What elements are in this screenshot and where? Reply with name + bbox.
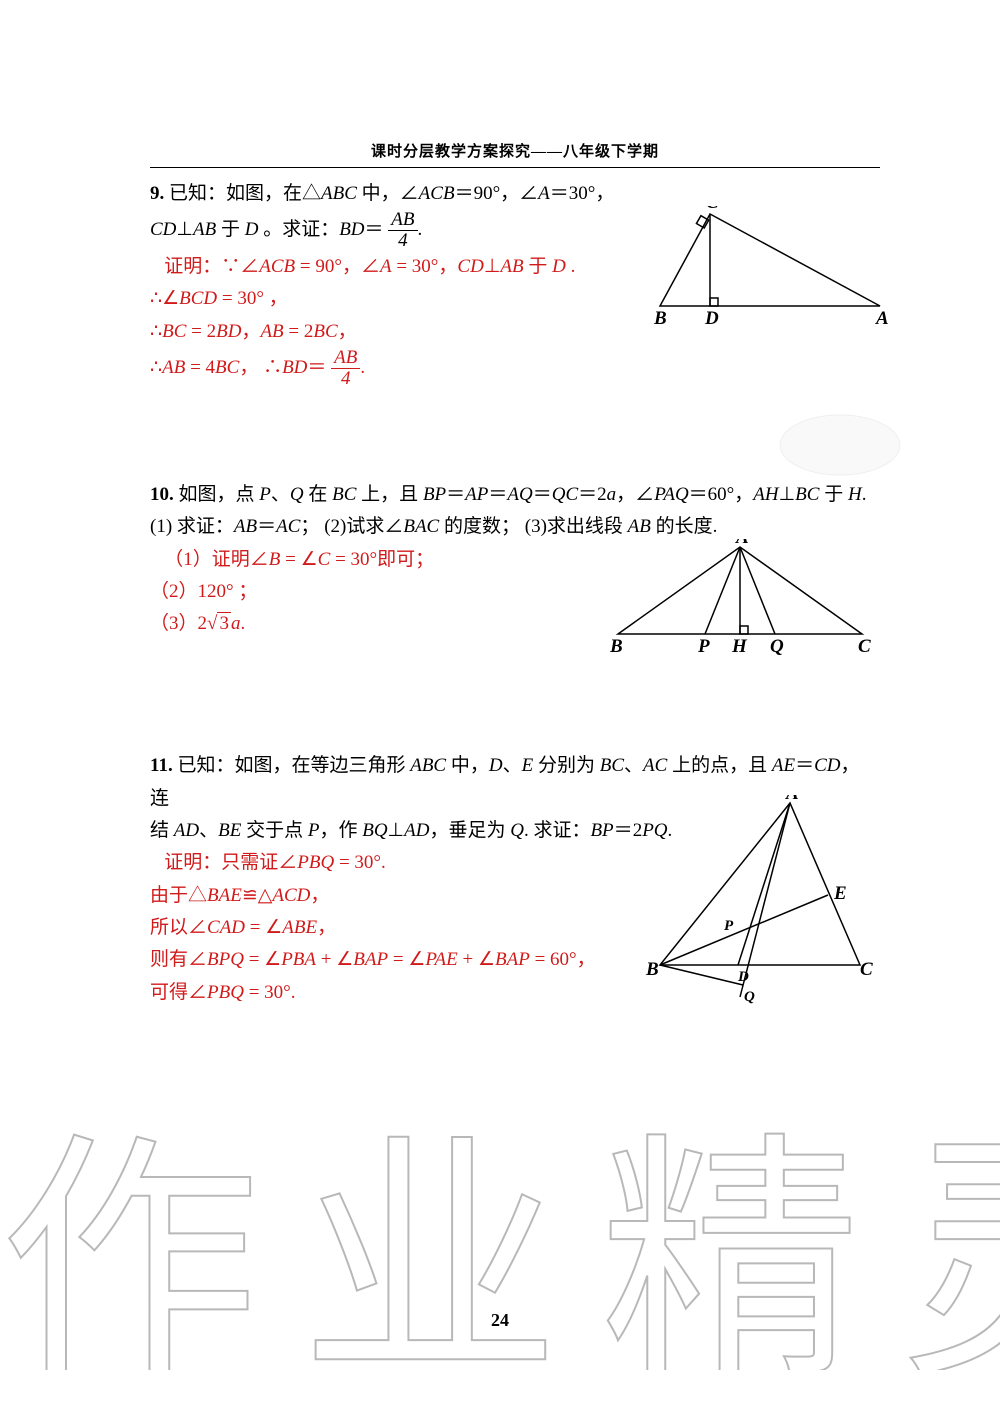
page-header: 课时分层教学方案探究——八年级下学期 [150,140,880,168]
svg-text:B: B [610,636,623,657]
p10-diagram: B P H Q C A [610,539,880,659]
svg-text:A: A [735,539,749,548]
p11-diagram: A B C D E P Q [640,795,890,1015]
svg-text:E: E [833,883,847,904]
svg-text:D: D [704,308,719,329]
problem-11: 11. 已知：如图，在等边三角形 ABC 中，D、E 分别为 BC、AC 上的点… [150,750,880,1008]
p9-answer: 证明：∵∠ACB = 90°，∠A = 30°，CD⊥AB 于 D . ∴∠BC… [150,251,630,389]
svg-text:D: D [737,969,749,985]
p11-answer: 证明：只需证∠PBQ = 30°. 由于△BAE≌△ACD， 所以∠CAD = … [150,847,620,1008]
svg-text:H: H [731,636,748,657]
svg-text:P: P [724,918,734,934]
p9-diagram: B D A C [650,206,900,336]
svg-text:Q: Q [744,989,755,1005]
worksheet-page: 课时分层教学方案探究——八年级下学期 9. 已知：如图，在△ABC 中，∠ACB… [150,140,880,1079]
p9-stem: 9. 已知：如图，在△ABC 中，∠ACB＝90°，∠A＝30°，CD⊥AB 于… [150,178,630,251]
svg-text:P: P [697,636,710,657]
svg-text:Q: Q [770,636,784,657]
svg-text:A: A [785,795,799,804]
page-number: 24 [0,1310,1000,1331]
p10-stem: 10. 如图，点 P、Q 在 BC 上，且 BP＝AP＝AQ＝QC＝2a，∠PA… [150,479,870,511]
svg-text:C: C [706,206,719,213]
problem-10: 10. 如图，点 P、Q 在 BC 上，且 BP＝AP＝AQ＝QC＝2a，∠PA… [150,479,880,640]
svg-text:A: A [875,308,889,329]
svg-text:C: C [860,959,873,980]
svg-text:B: B [653,308,667,329]
svg-text:C: C [858,636,871,657]
problem-9: 9. 已知：如图，在△ABC 中，∠ACB＝90°，∠A＝30°，CD⊥AB 于… [150,178,880,389]
svg-text:B: B [645,959,659,980]
